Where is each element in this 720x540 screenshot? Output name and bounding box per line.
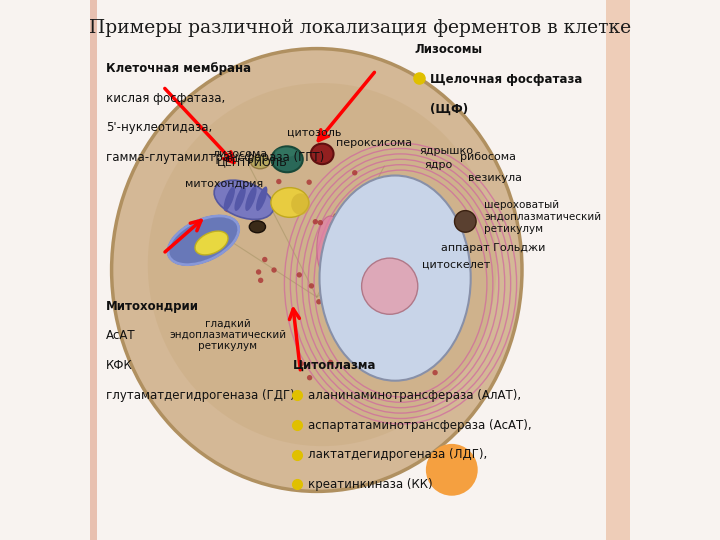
Circle shape	[393, 307, 398, 313]
Circle shape	[228, 222, 234, 227]
Circle shape	[360, 262, 366, 268]
Ellipse shape	[224, 186, 235, 211]
Circle shape	[225, 207, 230, 212]
Circle shape	[427, 347, 433, 352]
Text: (ЩФ): (ЩФ)	[431, 103, 468, 116]
Text: Примеры различной локализация ферментов в клетке: Примеры различной локализация ферментов …	[89, 19, 631, 37]
Text: цитозоль: цитозоль	[287, 127, 341, 137]
Text: гладкий
эндоплазматический
ретикулум: гладкий эндоплазматический ретикулум	[169, 318, 287, 352]
Ellipse shape	[168, 216, 239, 265]
Circle shape	[318, 220, 323, 225]
Text: аппарат Гольджи: аппарат Гольджи	[441, 244, 545, 253]
Text: Митохондрии: Митохондрии	[107, 300, 199, 313]
Text: Щелочная фосфатаза: Щелочная фосфатаза	[431, 73, 582, 86]
Text: везикула: везикула	[468, 173, 522, 183]
Circle shape	[299, 361, 304, 367]
Circle shape	[433, 370, 438, 375]
Circle shape	[307, 375, 312, 380]
Text: ядрышко: ядрышко	[419, 146, 474, 156]
Text: креатинкиназа (КК): креатинкиназа (КК)	[307, 478, 432, 491]
Text: аспартатаминотрансфераза (АсАТ),: аспартатаминотрансфераза (АсАТ),	[307, 418, 531, 431]
Ellipse shape	[112, 49, 522, 491]
Circle shape	[454, 211, 476, 232]
Text: пероксисома: пероксисома	[336, 138, 412, 148]
Bar	[90, 0, 97, 540]
Text: Цитоплазма: Цитоплазма	[292, 359, 376, 372]
Ellipse shape	[291, 193, 310, 215]
Ellipse shape	[317, 216, 344, 281]
Circle shape	[361, 258, 418, 314]
Ellipse shape	[148, 83, 497, 446]
Circle shape	[328, 360, 333, 365]
Ellipse shape	[326, 218, 346, 263]
Circle shape	[366, 295, 372, 301]
Circle shape	[369, 274, 374, 280]
Ellipse shape	[271, 187, 309, 217]
Text: Клеточная мембрана: Клеточная мембрана	[107, 62, 251, 75]
Circle shape	[309, 283, 314, 288]
Text: 5'-нуклеотидаза,: 5'-нуклеотидаза,	[107, 122, 212, 134]
Circle shape	[297, 272, 302, 278]
Circle shape	[371, 202, 377, 207]
Text: лизосома: лизосома	[213, 149, 269, 159]
Ellipse shape	[195, 231, 228, 255]
Ellipse shape	[320, 176, 471, 381]
Text: аланинаминотрансфераза (АлАТ),: аланинаминотрансфераза (АлАТ),	[307, 389, 521, 402]
Circle shape	[271, 267, 276, 273]
Ellipse shape	[235, 186, 246, 211]
Circle shape	[262, 257, 267, 262]
Circle shape	[333, 225, 339, 231]
Circle shape	[276, 179, 282, 184]
Text: лактатдегидрогеназа (ЛДГ),: лактатдегидрогеназа (ЛДГ),	[307, 448, 487, 461]
Circle shape	[258, 278, 264, 283]
Text: митохондрия: митохондрия	[184, 179, 263, 188]
Text: Лизосомы: Лизосомы	[414, 43, 482, 56]
Ellipse shape	[214, 180, 274, 219]
Ellipse shape	[275, 147, 297, 157]
Ellipse shape	[271, 146, 303, 172]
Text: АсАТ: АсАТ	[107, 329, 136, 342]
Circle shape	[333, 213, 338, 219]
Circle shape	[295, 194, 300, 200]
Circle shape	[444, 259, 449, 265]
Circle shape	[312, 219, 318, 225]
Text: шероховатый
эндоплазматический
ретикулум: шероховатый эндоплазматический ретикулум	[484, 200, 601, 234]
Circle shape	[346, 316, 351, 321]
Circle shape	[352, 170, 357, 176]
Ellipse shape	[311, 144, 333, 164]
Text: цитоскелет: цитоскелет	[422, 260, 490, 269]
Circle shape	[316, 299, 322, 305]
Circle shape	[426, 444, 478, 496]
Circle shape	[307, 179, 312, 185]
Ellipse shape	[249, 221, 266, 233]
Bar	[606, 0, 630, 540]
Text: кислая фосфатаза,: кислая фосфатаза,	[107, 92, 225, 105]
Text: рибосома: рибосома	[460, 152, 516, 161]
Ellipse shape	[328, 227, 349, 281]
Circle shape	[256, 269, 261, 275]
Text: ЦЕНТРИОЛЬ: ЦЕНТРИОЛЬ	[217, 157, 287, 167]
Circle shape	[250, 215, 256, 221]
Ellipse shape	[246, 186, 256, 211]
Text: ядро: ядро	[425, 160, 453, 170]
Ellipse shape	[251, 156, 269, 168]
Ellipse shape	[256, 186, 267, 211]
Text: глутаматдегидрогеназа (ГДГ): глутаматдегидрогеназа (ГДГ)	[107, 389, 295, 402]
Text: гамма-глутамилтрансфераза (ГГТ): гамма-глутамилтрансфераза (ГГТ)	[107, 151, 325, 164]
Text: КФК: КФК	[107, 359, 133, 372]
